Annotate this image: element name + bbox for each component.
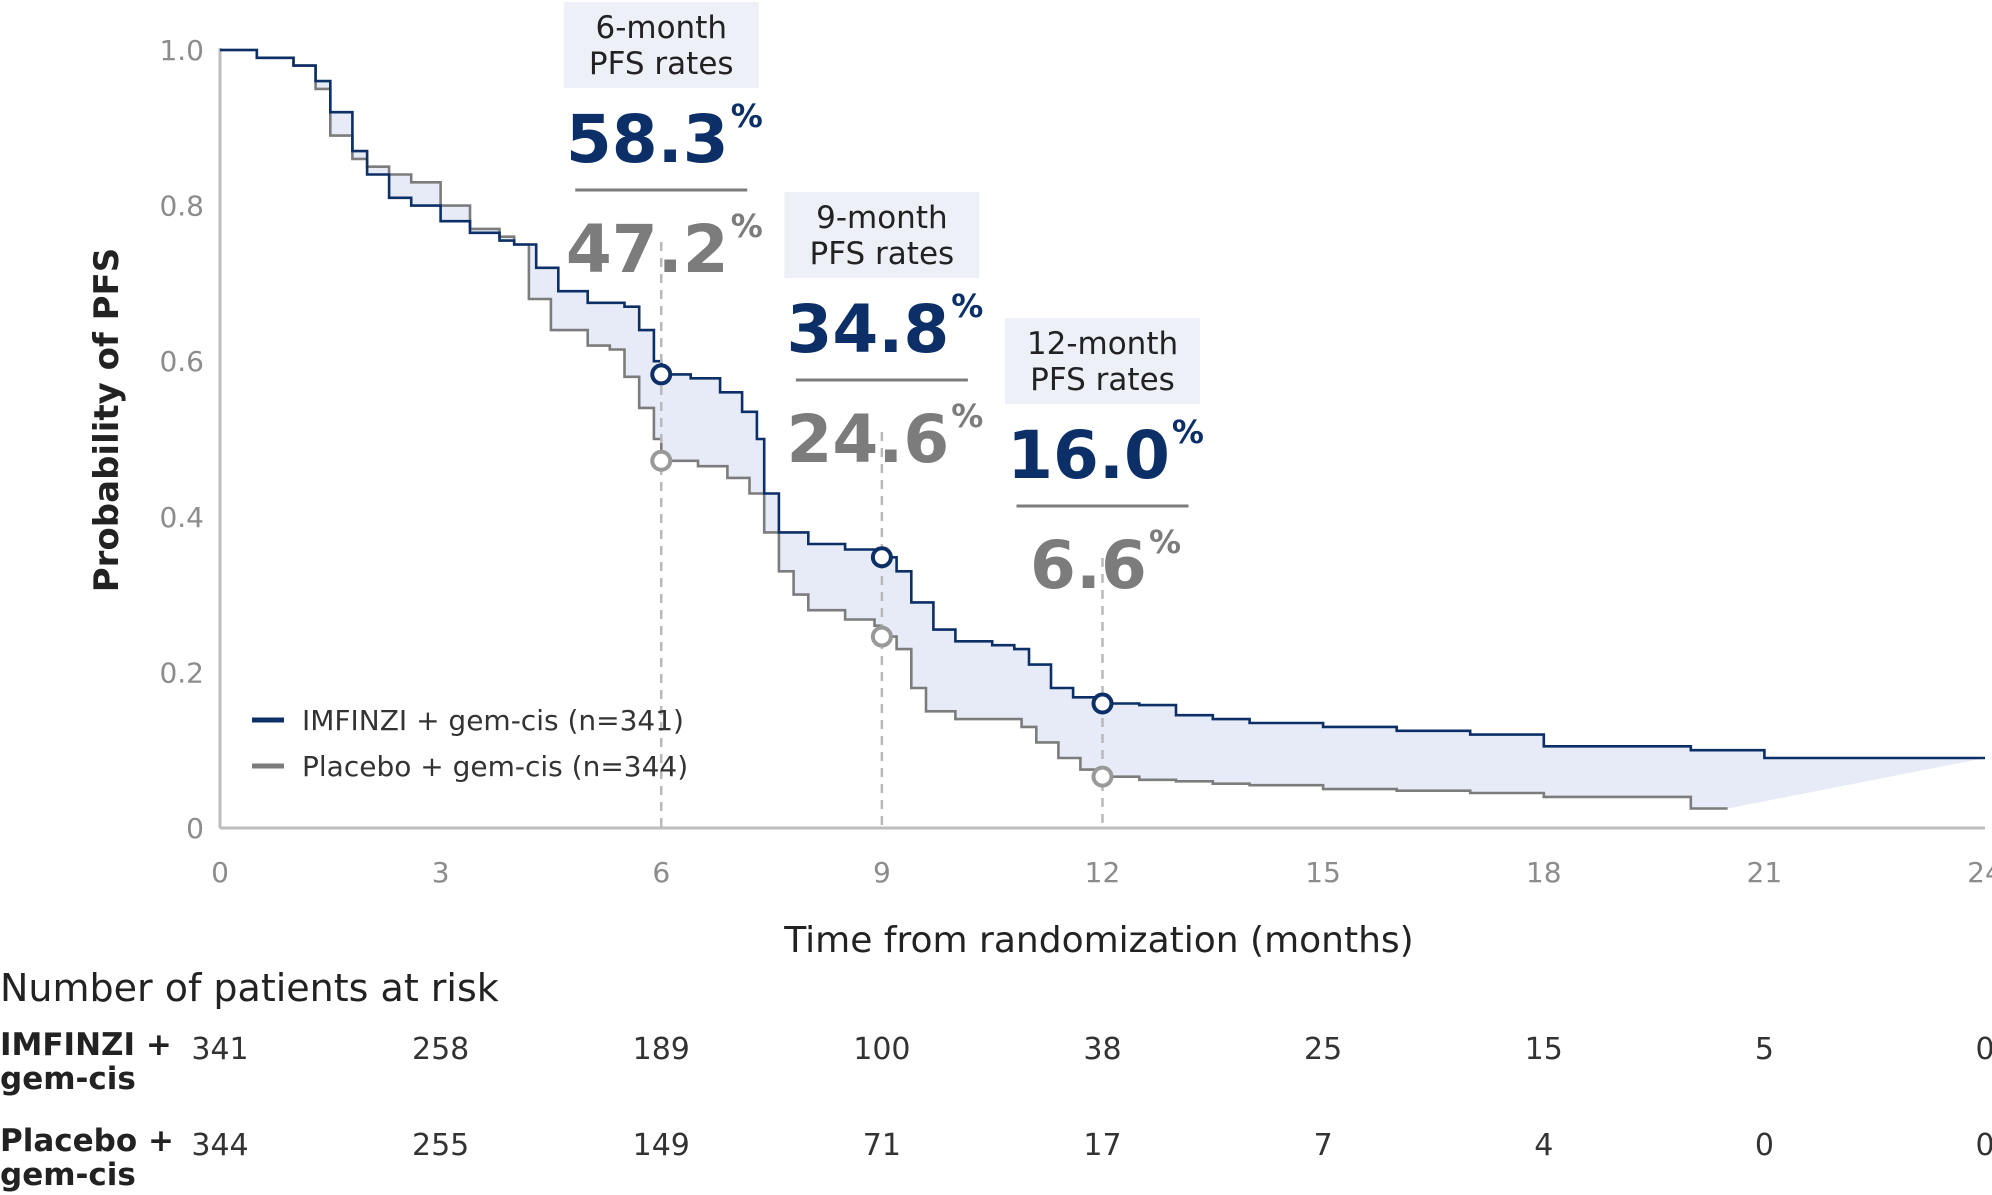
risk-value: 5 [1754, 1032, 1774, 1067]
y-tick-label: 0 [186, 812, 204, 845]
imfinzi-curve [220, 48, 1985, 760]
percent-symbol: % [1149, 523, 1181, 561]
rate-label-line2: PFS rates [810, 236, 955, 272]
percent-symbol: % [951, 397, 983, 435]
x-tick-label: 9 [873, 856, 891, 889]
risk-row-label-line2: gem-cis [0, 1061, 136, 1097]
risk-value: 0 [1754, 1128, 1774, 1163]
x-tick-label: 18 [1526, 856, 1562, 889]
percent-symbol: % [731, 97, 763, 135]
placebo-rate-value: 47.2 [566, 211, 729, 288]
rate-label-line1: 6-month [595, 10, 727, 46]
risk-value: 189 [632, 1032, 690, 1067]
risk-value: 258 [411, 1032, 470, 1067]
risk-value: 341 [191, 1032, 249, 1067]
risk-value: 15 [1524, 1032, 1563, 1067]
rate-label-line2: PFS rates [589, 46, 734, 82]
risk-value: 255 [411, 1128, 470, 1163]
x-tick-label: 0 [211, 856, 229, 889]
imfinzi-rate-value: 16.0 [1007, 417, 1170, 494]
risk-row-label-line1: Placebo + [0, 1123, 174, 1159]
placebo-rate-value: 6.6 [1030, 527, 1147, 604]
percent-symbol: % [731, 207, 763, 245]
x-axis-title: Time from randomization (months) [783, 920, 1413, 960]
risk-row-label-line2: gem-cis [0, 1157, 136, 1193]
risk-value: 38 [1083, 1032, 1122, 1067]
risk-value: 100 [853, 1032, 911, 1067]
pfs-chart: 00.20.40.60.81.003691215182124 6-monthPF… [87, 2, 1992, 960]
legend-label: Placebo + gem-cis (n=344) [302, 750, 688, 783]
risk-value: 25 [1304, 1032, 1343, 1067]
risk-table-title: Number of patients at risk [0, 966, 499, 1010]
risk-value: 0 [1975, 1032, 1992, 1067]
imfinzi-rate-marker [650, 363, 673, 386]
placebo-rate-marker [870, 625, 893, 648]
rate-label-line1: 12-month [1027, 326, 1178, 362]
rate-label-box [563, 2, 759, 88]
rate-label-line2: PFS rates [1030, 362, 1175, 398]
legend: IMFINZI + gem-cis (n=341) Placebo + gem-c… [252, 704, 688, 783]
placebo-rate-value: 24.6 [786, 401, 949, 478]
x-tick-label: 24 [1967, 856, 1992, 889]
risk-value: 344 [191, 1128, 249, 1163]
y-axis-title: Probability of PFS [87, 248, 127, 593]
x-tick-label: 15 [1305, 856, 1341, 889]
risk-row-label: IMFINZI + gem-cis [0, 1028, 172, 1096]
placebo-rate-marker [650, 449, 673, 472]
risk-value: 7 [1313, 1128, 1333, 1163]
risk-value: 4 [1534, 1128, 1554, 1163]
imfinzi-rate-value: 34.8 [786, 291, 949, 368]
risk-value: 71 [862, 1128, 901, 1163]
risk-row-label: Placebo + gem-cis [0, 1124, 174, 1192]
rate-label-box [1005, 318, 1200, 404]
percent-symbol: % [1172, 413, 1204, 451]
risk-value: 0 [1975, 1128, 1992, 1163]
rate-label-line1: 9-month [816, 200, 948, 236]
y-tick-label: 0.6 [159, 345, 204, 378]
x-tick-label: 12 [1085, 856, 1121, 889]
legend-label: IMFINZI + gem-cis (n=341) [302, 704, 684, 737]
x-tick-label: 6 [652, 856, 670, 889]
axes: 0 0.2 0.4 0.6 0.8 1.0 0 3 6 9 12 15 18 21 24 [159, 34, 1992, 889]
risk-value: 149 [632, 1128, 690, 1163]
risk-row-label-line1: IMFINZI + [0, 1027, 172, 1063]
x-tick-label: 3 [432, 856, 450, 889]
y-tick-label: 0.4 [159, 501, 204, 534]
y-tick-label: 0.8 [159, 190, 204, 223]
y-tick-label: 0.2 [159, 656, 204, 689]
placebo-curve [220, 48, 1728, 810]
percent-symbol: % [951, 287, 983, 325]
x-tick-label: 21 [1747, 856, 1783, 889]
imfinzi-rate-marker [870, 546, 893, 569]
rate-label-box [784, 192, 980, 278]
imfinzi-rate-marker [1091, 692, 1114, 715]
risk-value: 17 [1083, 1128, 1122, 1163]
survival-curves [220, 48, 1985, 810]
y-tick-label: 1.0 [159, 34, 204, 67]
imfinzi-rate-value: 58.3 [566, 101, 729, 178]
placebo-rate-marker [1091, 765, 1114, 788]
